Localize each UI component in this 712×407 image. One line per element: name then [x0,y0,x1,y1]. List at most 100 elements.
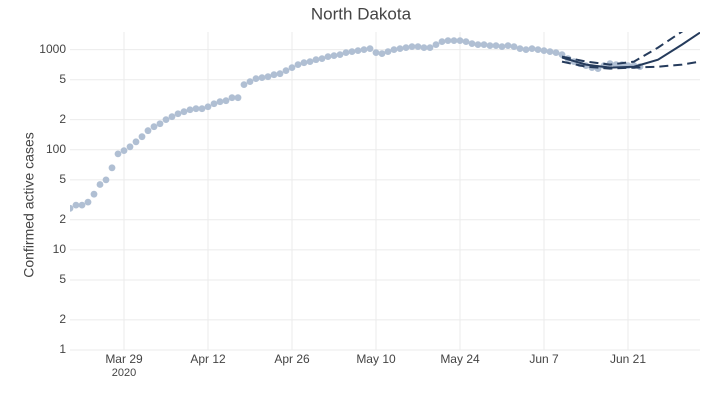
data-point [456,37,464,45]
data-point [72,201,80,209]
data-point [360,46,368,54]
data-point [510,43,518,51]
data-point [492,42,500,50]
data-point [378,50,386,58]
data-point [462,38,470,46]
data-point [402,44,410,52]
data-point [102,176,110,184]
data-point [450,37,458,45]
data-point [258,74,266,82]
forecast-line [561,60,700,70]
data-point [120,147,128,155]
data-point [138,133,146,141]
data-point [144,127,152,135]
data-point [324,53,332,61]
data-point [162,116,170,124]
data-point [294,61,302,69]
x-tick-label: Apr 26 [274,352,310,366]
data-point [354,47,362,55]
x-tick-sublabel: 2020 [112,367,136,379]
data-point [108,164,116,172]
x-tick-label: May 10 [356,352,396,366]
data-point [222,97,230,105]
data-point [444,37,452,45]
data-point [474,41,482,49]
data-point [276,70,284,78]
y-tick-label: 1 [59,342,66,356]
data-point [426,44,434,52]
y-tick-label: 10 [53,242,67,256]
y-tick-label: 100 [46,142,66,156]
data-point [348,48,356,56]
data-point [396,45,404,53]
data-point [468,40,476,48]
data-point [264,73,272,81]
data-point [228,94,236,102]
data-point [204,103,212,111]
data-point [438,38,446,46]
data-point [540,47,548,55]
data-point [528,45,536,53]
data-point [498,43,506,51]
data-point [552,49,560,57]
data-point [342,49,350,57]
x-tick-label: May 24 [440,352,480,366]
y-axis-label: Confirmed active cases [21,132,37,278]
y-tick-label: 5 [59,72,66,86]
data-point [180,108,188,116]
chart-title: North Dakota [311,4,412,23]
data-point [288,64,296,72]
data-point [150,123,158,131]
x-tick-label: Jun 7 [529,352,559,366]
data-point [516,45,524,53]
data-point [270,71,278,79]
y-tick-label: 5 [59,172,66,186]
x-tick-label: Jun 21 [610,352,646,366]
data-point [252,75,260,83]
data-point [366,45,374,53]
data-point [408,43,416,51]
data-point [534,46,542,54]
data-point [480,41,488,49]
data-point [246,78,254,86]
data-point [300,59,308,67]
data-point [216,98,224,106]
data-point [114,150,122,158]
data-point [432,41,440,49]
data-point [546,48,554,56]
data-point [132,138,140,146]
forecast-line [561,32,684,66]
data-point [168,113,176,121]
data-point [312,56,320,64]
data-point [522,46,530,54]
data-point [186,106,194,114]
data-point [234,94,242,102]
data-point [156,120,164,128]
x-tick-label: Apr 12 [190,352,226,366]
data-point [414,43,422,51]
x-tick-label: Mar 29 [105,352,143,366]
data-point [420,44,428,52]
y-tick-label: 2 [59,312,66,326]
data-point [486,42,494,50]
y-tick-label: 5 [59,272,66,286]
data-point [90,190,98,198]
data-point [70,204,74,212]
data-point [330,52,338,60]
data-point [78,201,86,209]
data-point [240,81,248,89]
data-point [192,105,200,113]
data-point [174,110,182,118]
data-point [96,181,104,188]
data-point [384,48,392,56]
data-point [336,51,344,59]
data-point [282,67,290,75]
y-tick-label: 2 [59,112,66,126]
data-point [390,46,398,54]
data-point [198,105,206,113]
y-tick-label: 2 [59,212,66,226]
grid [70,32,700,351]
data-point [210,100,218,108]
data-point [84,198,92,206]
